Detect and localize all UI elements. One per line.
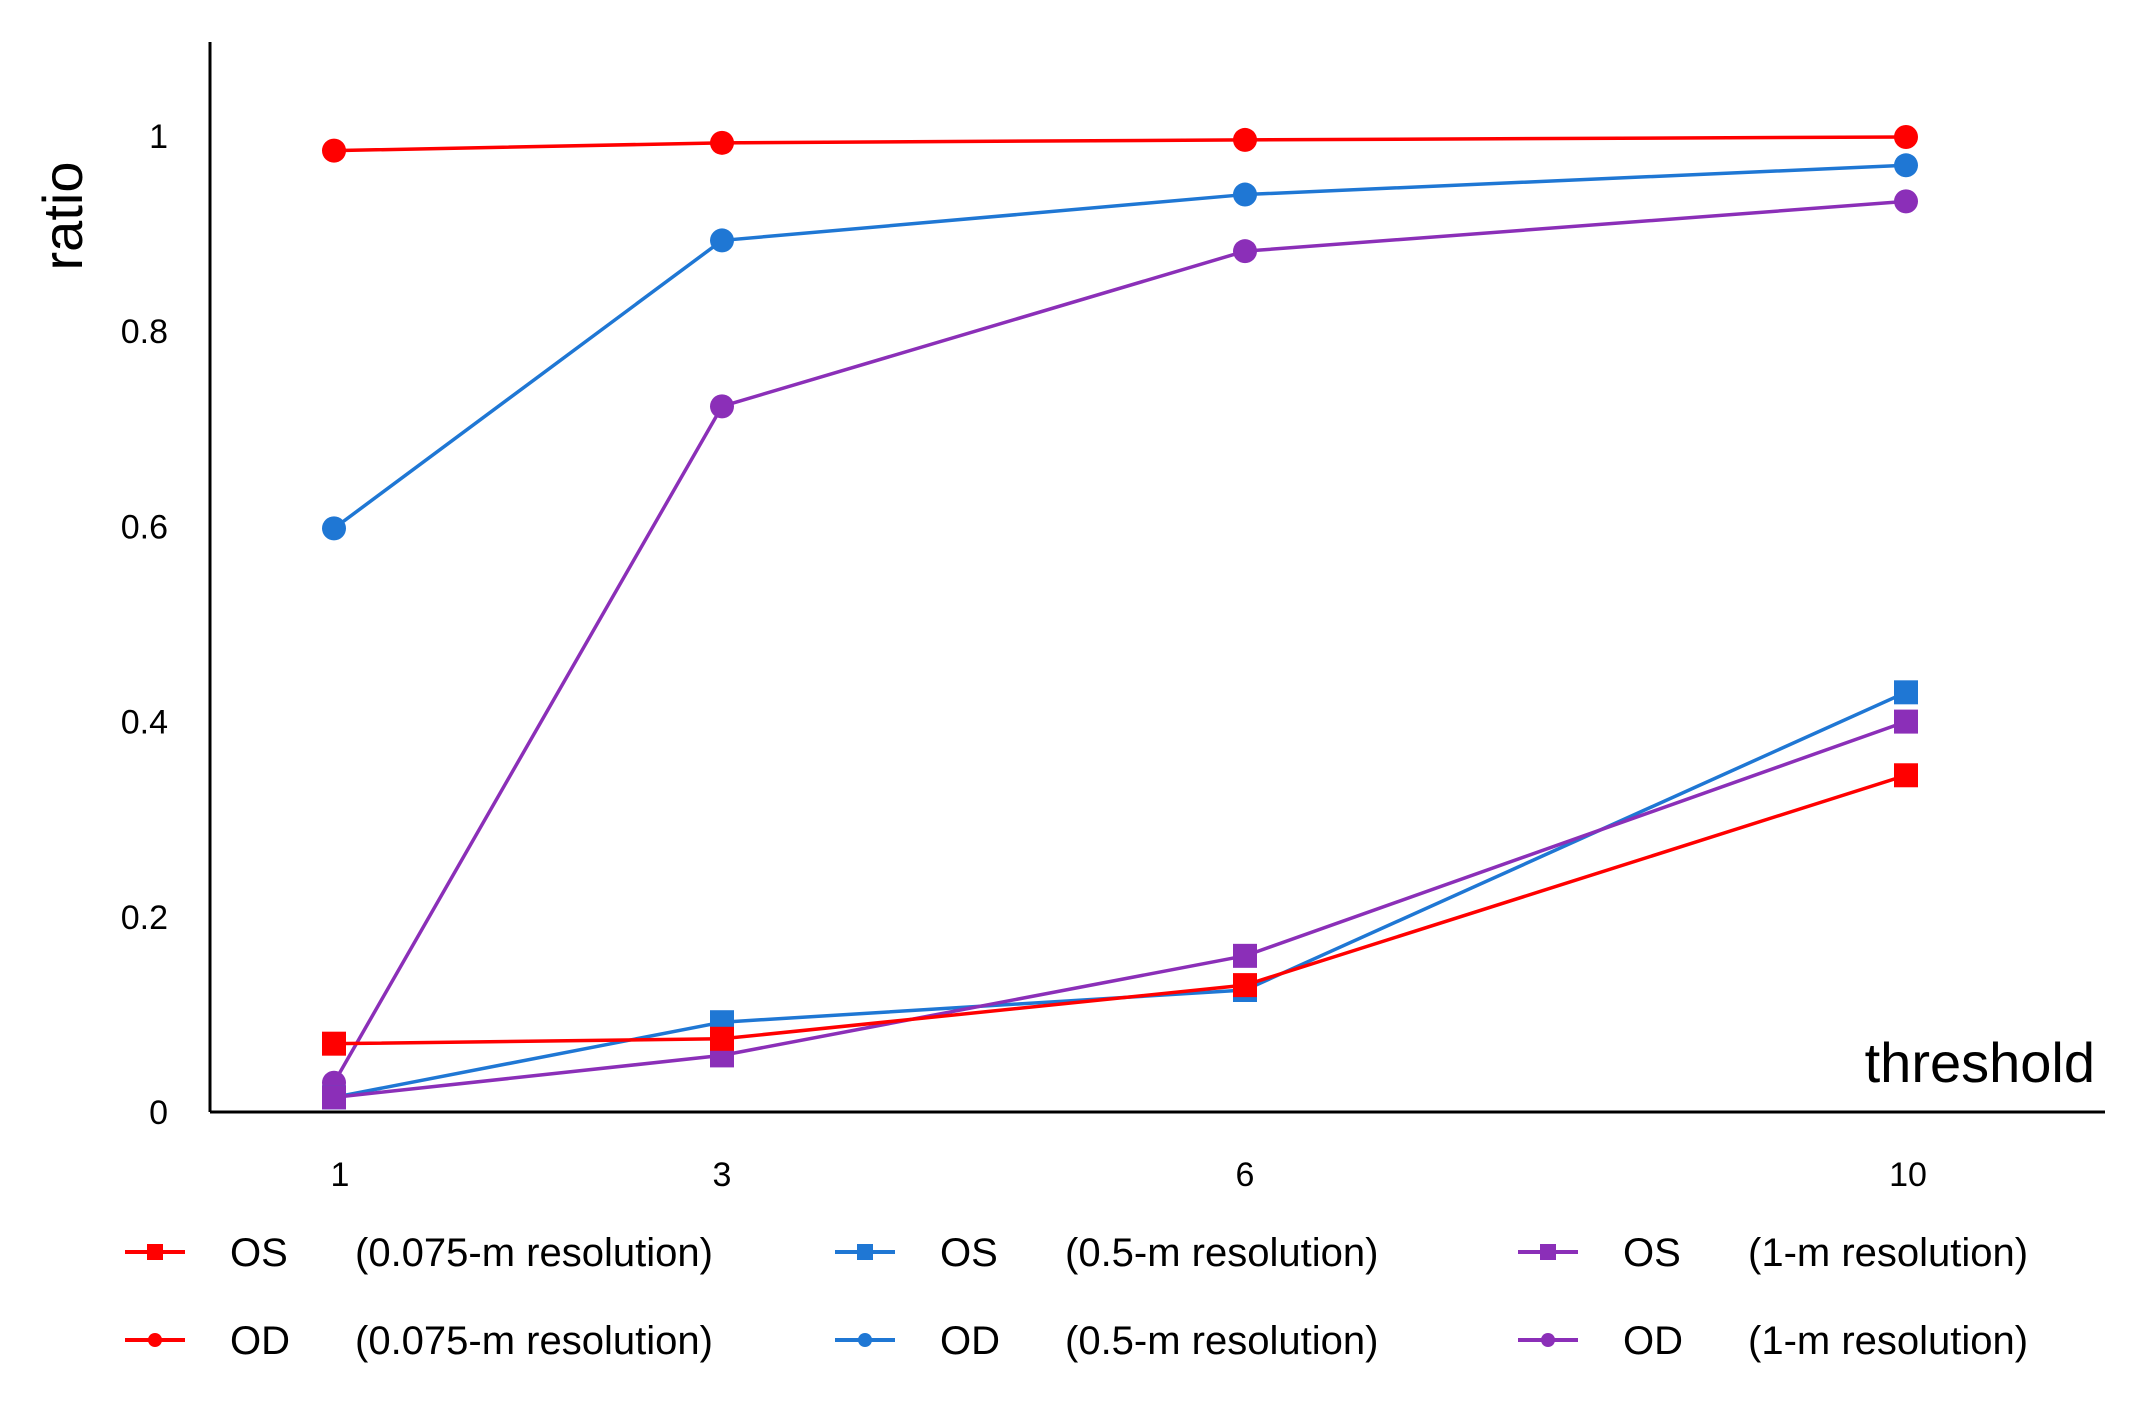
legend-marker-circle: [148, 1333, 162, 1347]
y-tick-label: 0.8: [121, 313, 168, 351]
x-tick-label: 1: [331, 1156, 350, 1194]
legend-marker-square: [147, 1244, 163, 1260]
legend-marker-square: [1540, 1244, 1556, 1260]
legend-marker-circle: [1541, 1333, 1555, 1347]
data-point-circle: [1894, 153, 1918, 178]
data-point-square: [322, 1031, 346, 1056]
y-tick-label: 0.6: [121, 508, 168, 546]
legend-series-name: OD: [230, 1319, 290, 1363]
legend: OS (0.075-m resolution) OD (0.075-m resolut…: [125, 1231, 2028, 1363]
y-tick-label: 0: [149, 1094, 168, 1132]
data-point-circle: [1894, 189, 1918, 214]
legend-series-name: OD: [940, 1319, 1000, 1363]
series-3: [322, 153, 1918, 541]
legend-item: OD (1-m resolution): [1518, 1319, 2028, 1363]
data-point-square: [710, 1026, 734, 1051]
legend-series-name: OS: [230, 1231, 288, 1275]
series-line: [332, 163, 1907, 530]
x-tick-label: 6: [1236, 1156, 1255, 1194]
series-0: [322, 763, 1918, 1056]
legend-marker-circle: [858, 1333, 872, 1347]
legend-series-label: (0.5-m resolution): [1065, 1319, 1378, 1363]
y-tick-labels: 0 0.2 0.4 0.6 0.8 1: [121, 118, 168, 1132]
y-tick-label: 0.2: [121, 899, 168, 937]
data-point-circle: [710, 394, 734, 419]
data-point-circle: [1233, 239, 1257, 264]
legend-series-name: OS: [940, 1231, 998, 1275]
y-tick-label: 1: [149, 118, 168, 156]
series-4: [322, 709, 1918, 1110]
legend-series-label: (1-m resolution): [1748, 1319, 2028, 1363]
legend-series-label: (0.075-m resolution): [355, 1319, 713, 1363]
y-tick-label: 0.4: [121, 704, 168, 742]
x-axis-title: threshold: [1865, 1031, 2095, 1094]
x-tick-labels: 1 3 6 10: [331, 1156, 1927, 1194]
data-point-square: [322, 1085, 346, 1110]
series-line: [332, 199, 1907, 1084]
legend-series-label: (0.5-m resolution): [1065, 1231, 1378, 1275]
axes: [208, 42, 2105, 1114]
legend-series-label: (0.075-m resolution): [355, 1231, 713, 1275]
data-point-square: [1894, 763, 1918, 788]
series-line: [333, 719, 1907, 1100]
legend-series-label: (1-m resolution): [1748, 1231, 2028, 1275]
x-tick-label: 3: [713, 1156, 732, 1194]
y-axis-title: ratio: [31, 162, 94, 271]
data-point-circle: [710, 130, 734, 155]
data-point-square: [1894, 680, 1918, 705]
legend-item: OS (0.075-m resolution): [125, 1231, 713, 1275]
data-point-square: [1894, 709, 1918, 734]
legend-item: OD (0.075-m resolution): [125, 1319, 713, 1363]
data-point-circle: [322, 516, 346, 541]
data-point-square: [1233, 973, 1257, 998]
series-group: [322, 124, 1918, 1110]
data-point-circle: [322, 138, 346, 163]
series-1: [322, 124, 1918, 163]
series-line: [333, 690, 1907, 1100]
data-point-circle: [1233, 182, 1257, 207]
series-2: [322, 680, 1918, 1110]
data-point-circle: [710, 228, 734, 253]
series-line: [333, 773, 1907, 1046]
legend-series-name: OD: [1623, 1319, 1683, 1363]
legend-marker-square: [857, 1244, 873, 1260]
series-5: [322, 189, 1918, 1095]
legend-item: OD (0.5-m resolution): [835, 1319, 1378, 1363]
legend-series-name: OS: [1623, 1231, 1681, 1275]
data-point-circle: [1233, 127, 1257, 152]
series-line: [333, 135, 1907, 153]
legend-item: OS (0.5-m resolution): [835, 1231, 1378, 1275]
x-tick-label: 10: [1889, 1156, 1927, 1194]
legend-item: OS (1-m resolution): [1518, 1231, 2028, 1275]
data-point-circle: [1894, 124, 1918, 149]
data-point-square: [1233, 943, 1257, 968]
